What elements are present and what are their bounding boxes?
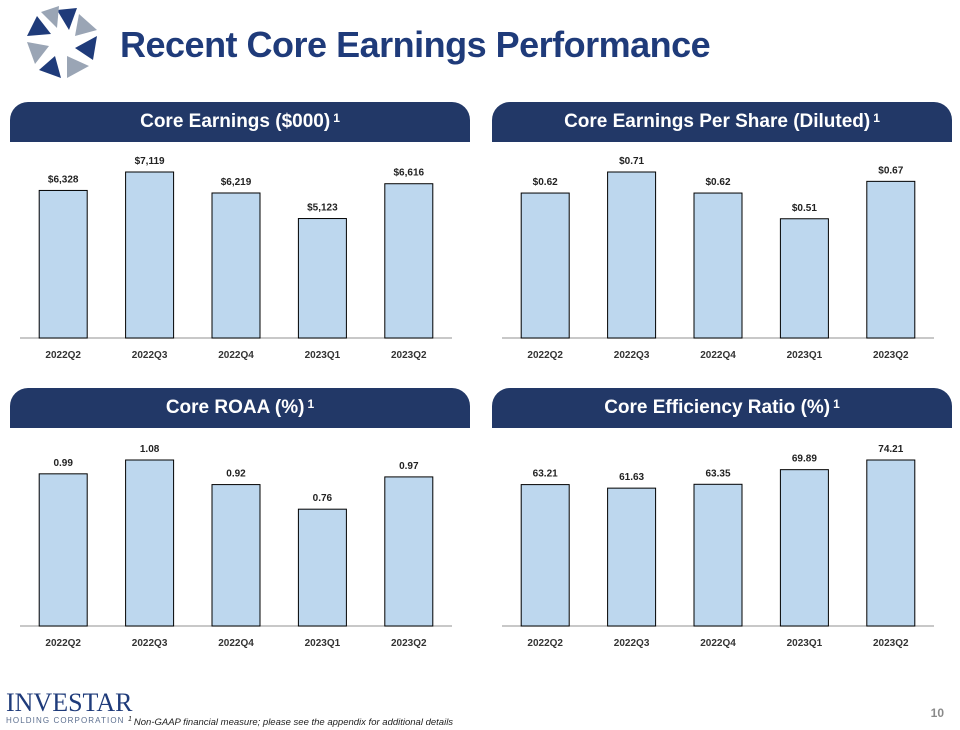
core-eps-chart: $0.62 2022Q2 $0.71 2022Q3 $0.62 2022Q4 $0.51 20… xyxy=(502,156,934,361)
x-tick-label: 2023Q1 xyxy=(305,350,341,361)
x-tick-label: 2023Q2 xyxy=(391,638,427,649)
bar xyxy=(125,459,175,627)
x-tick-label: 2022Q3 xyxy=(132,350,168,361)
x-tick-label: 2022Q3 xyxy=(614,638,650,649)
core-roaa-chart: 0.99 2022Q2 1.08 2022Q3 0.92 2022Q4 0.76 2023Q1… xyxy=(20,444,452,649)
footnote-marker: 1 xyxy=(833,397,840,411)
data-label: $6,616 xyxy=(394,168,425,179)
brand-subtitle: HOLDING CORPORATION xyxy=(6,716,125,725)
panel-title: Core ROAA (%) xyxy=(165,397,305,418)
data-label: $0.71 xyxy=(619,156,644,167)
data-label: 63.21 xyxy=(533,469,558,480)
bar xyxy=(384,183,434,339)
bar xyxy=(211,192,261,339)
x-tick-label: 2023Q1 xyxy=(305,638,341,649)
data-label: 63.35 xyxy=(705,468,730,479)
x-tick-label: 2022Q4 xyxy=(218,638,254,649)
x-tick-label: 2023Q1 xyxy=(787,350,823,361)
bar xyxy=(607,487,657,627)
footnote-marker: 1 xyxy=(307,397,315,411)
x-tick-label: 2022Q3 xyxy=(614,350,650,361)
data-label: $7,119 xyxy=(135,156,165,167)
x-tick-label: 2022Q2 xyxy=(45,350,81,361)
panel-header-core-earnings: Core Earnings ($000) 1 xyxy=(10,102,470,142)
core-earnings-chart: $6,328 2022Q2 $7,119 2022Q3 $6,219 2022Q4 $5,1… xyxy=(20,156,452,361)
bar xyxy=(297,218,347,339)
bar xyxy=(866,180,916,339)
data-label: $0.62 xyxy=(533,177,558,188)
panel-title: Core Earnings Per Share (Diluted) xyxy=(564,111,871,132)
x-tick-label: 2022Q4 xyxy=(218,350,254,361)
x-tick-label: 2022Q2 xyxy=(527,350,563,361)
footnote-text: Non-GAAP financial measure; please see t… xyxy=(133,717,454,729)
data-label: $0.62 xyxy=(705,177,730,188)
data-label: $5,123 xyxy=(307,203,338,214)
bar xyxy=(297,508,347,627)
panel-header-core-roaa: Core ROAA (%) 1 xyxy=(10,388,470,428)
footnote-marker: 1 xyxy=(128,716,132,723)
panel-title: Core Efficiency Ratio (%) xyxy=(604,397,831,418)
data-label: 69.89 xyxy=(792,454,817,465)
core-efficiency-chart: 63.21 2022Q2 61.63 2022Q3 63.35 2022Q4 69.89 20… xyxy=(502,444,934,649)
x-tick-label: 2022Q2 xyxy=(45,638,81,649)
brand-logo: INVESTAR HOLDING CORPORATION xyxy=(6,688,133,726)
bar xyxy=(693,483,743,627)
page-title: Recent Core Earnings Performance xyxy=(120,24,711,65)
bar xyxy=(779,469,829,627)
x-tick-label: 2023Q2 xyxy=(873,638,909,649)
bar xyxy=(866,459,916,627)
bar xyxy=(384,476,434,627)
data-label: $6,328 xyxy=(48,174,79,185)
bar xyxy=(125,171,175,339)
data-label: 74.21 xyxy=(878,444,903,455)
star-logo-icon xyxy=(27,6,97,78)
bar xyxy=(693,192,743,339)
data-label: 0.76 xyxy=(313,493,333,504)
x-tick-label: 2022Q4 xyxy=(700,638,736,649)
footnote: 1 Non-GAAP financial measure; please see … xyxy=(128,716,453,728)
data-label: 0.99 xyxy=(53,458,73,469)
x-tick-label: 2023Q2 xyxy=(873,350,909,361)
panel-header-core-eps: Core Earnings Per Share (Diluted) 1 xyxy=(492,102,952,142)
x-tick-label: 2022Q4 xyxy=(700,350,736,361)
brand-name: INVESTAR xyxy=(6,688,133,717)
footnote-marker: 1 xyxy=(873,111,880,125)
x-tick-label: 2022Q3 xyxy=(132,638,168,649)
data-label: 61.63 xyxy=(619,472,644,483)
footnote-marker: 1 xyxy=(333,111,340,125)
bar xyxy=(38,473,88,627)
x-tick-label: 2023Q2 xyxy=(391,350,427,361)
bar xyxy=(607,171,657,339)
bar xyxy=(779,218,829,339)
data-label: $0.51 xyxy=(792,203,817,214)
data-label: 0.92 xyxy=(226,469,246,480)
bar xyxy=(211,484,261,627)
data-label: 0.97 xyxy=(399,461,419,472)
panel-title: Core Earnings ($000) xyxy=(140,111,331,132)
data-label: 1.08 xyxy=(140,444,160,455)
bar xyxy=(520,192,570,339)
page-number: 10 xyxy=(930,706,944,720)
data-label: $0.67 xyxy=(878,165,903,176)
x-tick-label: 2022Q2 xyxy=(527,638,563,649)
data-label: $6,219 xyxy=(221,177,252,188)
x-tick-label: 2023Q1 xyxy=(787,638,823,649)
panel-header-core-efficiency: Core Efficiency Ratio (%) 1 xyxy=(492,388,952,428)
bar xyxy=(520,484,570,627)
bar xyxy=(38,189,88,339)
